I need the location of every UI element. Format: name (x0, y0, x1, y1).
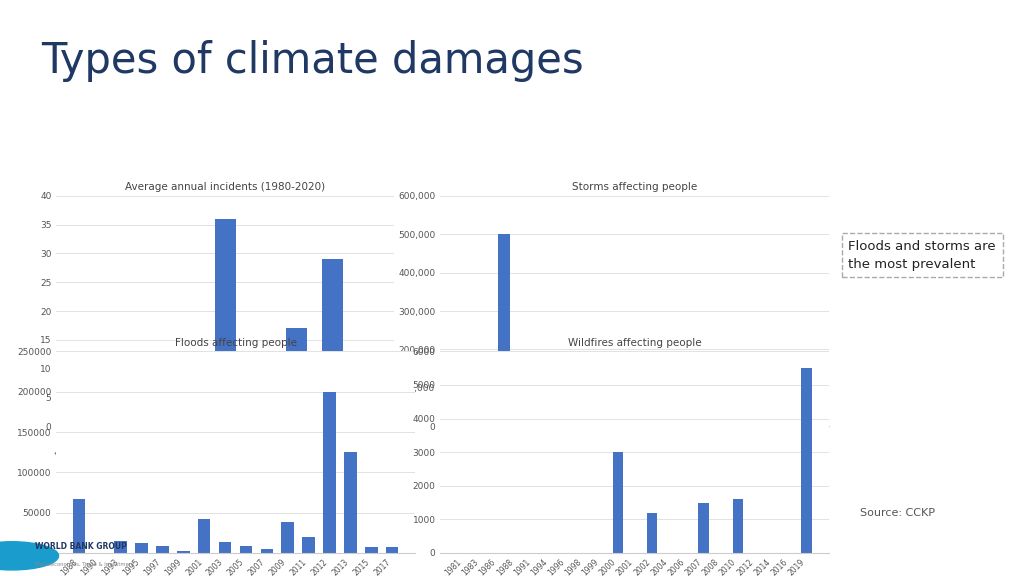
Text: Macroeconomics, Trade & Investment: Macroeconomics, Trade & Investment (35, 562, 134, 567)
Bar (143, 386, 165, 426)
Bar (499, 234, 510, 426)
Bar (802, 368, 812, 553)
Title: Storms affecting people: Storms affecting people (572, 182, 697, 192)
Bar (639, 388, 651, 426)
Bar (322, 259, 343, 426)
Bar (647, 513, 657, 553)
Bar (250, 420, 271, 426)
Bar (198, 519, 211, 553)
Bar (135, 543, 147, 553)
Bar (73, 499, 85, 553)
Bar (719, 425, 731, 426)
Bar (324, 392, 336, 553)
Title: Average annual incidents (1980-2020): Average annual incidents (1980-2020) (125, 182, 326, 192)
Text: WORLD BANK GROUP: WORLD BANK GROUP (35, 543, 127, 551)
Title: Floods affecting people: Floods affecting people (174, 338, 297, 348)
Bar (302, 537, 315, 553)
Bar (108, 403, 129, 426)
Bar (72, 374, 93, 426)
Bar (733, 499, 743, 553)
Text: Floods and storms are
the most prevalent: Floods and storms are the most prevalent (849, 240, 996, 271)
Bar (215, 219, 236, 426)
Bar (260, 549, 273, 553)
Bar (800, 423, 812, 426)
Bar (739, 425, 752, 426)
Bar (357, 369, 379, 426)
Bar (286, 328, 307, 426)
Bar (282, 522, 294, 553)
Bar (386, 547, 398, 553)
Bar (115, 541, 127, 553)
Bar (177, 551, 189, 553)
Text: Types of climate damages: Types of climate damages (41, 40, 584, 82)
Title: Wildfires affecting people: Wildfires affecting people (568, 338, 701, 348)
Bar (219, 541, 231, 553)
Bar (240, 545, 252, 553)
Bar (365, 547, 378, 553)
Circle shape (0, 541, 58, 570)
Bar (179, 409, 201, 426)
Bar (344, 452, 356, 553)
Bar (612, 452, 623, 553)
Bar (698, 502, 709, 553)
Text: Source: CCKP: Source: CCKP (860, 509, 935, 518)
Bar (156, 545, 169, 553)
Bar (618, 420, 631, 426)
